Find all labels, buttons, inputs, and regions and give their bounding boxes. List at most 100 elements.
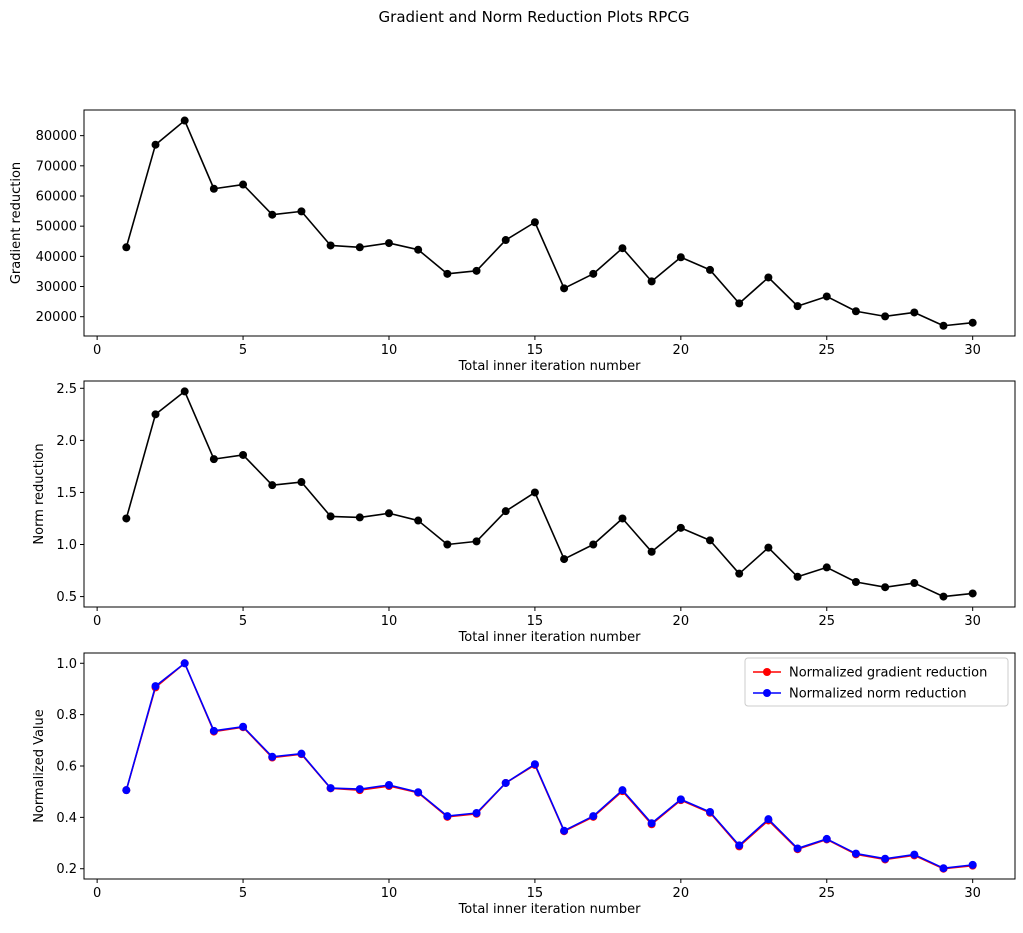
data-point [443,269,452,278]
data-point [501,778,510,787]
series-1 [122,387,977,601]
x-axis-label: Total inner iteration number [458,630,642,645]
x-tick-label: 0 [93,614,101,629]
y-tick-label: 40000 [36,250,77,265]
y-axis-label: Normalized Value [32,709,47,823]
y-tick-label: 30000 [36,280,77,295]
data-point [647,819,656,828]
data-point [735,569,744,578]
x-tick-label: 30 [964,343,981,358]
subplot-2: 0 5 10 15 20 25 30 0.5 1.0 1.5 2.0 2.5 Total inner i… [32,380,1016,645]
data-point [939,592,948,601]
legend: Normalized gradient reduction Normalized … [744,657,1009,707]
data-point [122,514,131,523]
subplot-3: 0 5 10 15 20 25 30 0.2 0.4 0.6 0.8 1.0 Total inner i… [32,652,1016,917]
x-tick-label: 10 [381,886,398,901]
data-point [180,387,189,396]
data-point [618,514,627,523]
subplot-1: 0 5 10 15 20 25 30 20000 30000 40000 50000 60000 700… [9,109,1016,374]
data-point [881,583,890,592]
x-tick-label: 25 [818,614,835,629]
data-point [589,812,598,821]
data-point [239,450,248,459]
y-tick-label: 50000 [36,220,77,235]
legend-entry: Normalized norm reduction [753,687,967,702]
data-point [414,245,423,254]
data-point [180,659,189,668]
x-axis-label: Total inner iteration number [458,359,642,374]
y-tick-label: 60000 [36,189,77,204]
data-point [851,578,860,587]
subplots: 0 5 10 15 20 25 30 20000 30000 40000 50000 60000 700… [9,109,1016,917]
data-point [268,210,277,219]
y-tick-label: 20000 [36,310,77,325]
data-point [472,266,481,275]
x-tick-label: 25 [818,343,835,358]
x-tick-label: 30 [964,614,981,629]
data-point [384,781,393,790]
data-point [618,786,627,795]
data-point [239,180,248,189]
y-tick-label: 1.0 [56,657,77,672]
data-point [618,244,627,253]
data-point [647,277,656,286]
data-point [180,116,189,125]
data-point [676,523,685,532]
y-tick-label: 1.5 [56,486,77,501]
x-tick-label: 30 [964,886,981,901]
data-point [443,540,452,549]
y-tick-label: 1.0 [56,538,77,553]
data-point [851,849,860,858]
data-point [209,726,218,735]
data-point [239,722,248,731]
x-tick-label: 25 [818,886,835,901]
data-point [384,509,393,518]
y-tick-label: 2.0 [56,434,77,449]
data-point [297,478,306,487]
data-point [326,512,335,521]
data-point [326,241,335,250]
series-2 [122,659,977,873]
y-tick-label: 0.5 [56,590,77,605]
x-tick-label: 20 [673,886,690,901]
y-tick-label: 0.2 [56,862,77,877]
data-point [501,507,510,516]
x-tick-label: 5 [239,886,247,901]
data-point [268,481,277,490]
legend-marker [763,668,771,676]
data-point [414,516,423,525]
x-tick-label: 0 [93,886,101,901]
data-point [676,795,685,804]
axes-frame [83,109,1016,337]
y-tick-label: 2.5 [56,382,77,397]
data-point [209,184,218,193]
data-point [939,321,948,330]
data-point [968,860,977,869]
data-point [355,785,364,794]
x-tick-label: 10 [381,614,398,629]
y-tick-label: 0.4 [56,811,77,826]
data-point [560,826,569,835]
data-point [706,536,715,545]
data-point [530,218,539,227]
legend-entry: Normalized gradient reduction [753,666,987,681]
data-point [706,807,715,816]
legend-label: Normalized gradient reduction [789,666,987,681]
data-point [822,563,831,572]
data-point [472,537,481,546]
data-point [589,269,598,278]
data-point [939,864,948,873]
data-point [910,850,919,859]
data-point [735,841,744,850]
x-tick-label: 0 [93,343,101,358]
data-point [122,243,131,252]
data-point [297,749,306,758]
legend-box [744,657,1009,707]
data-point [326,784,335,793]
legend-marker [763,689,771,697]
data-point [910,579,919,588]
y-tick-label: 80000 [36,129,77,144]
x-tick-label: 20 [673,614,690,629]
data-point [355,243,364,252]
data-point [560,555,569,564]
